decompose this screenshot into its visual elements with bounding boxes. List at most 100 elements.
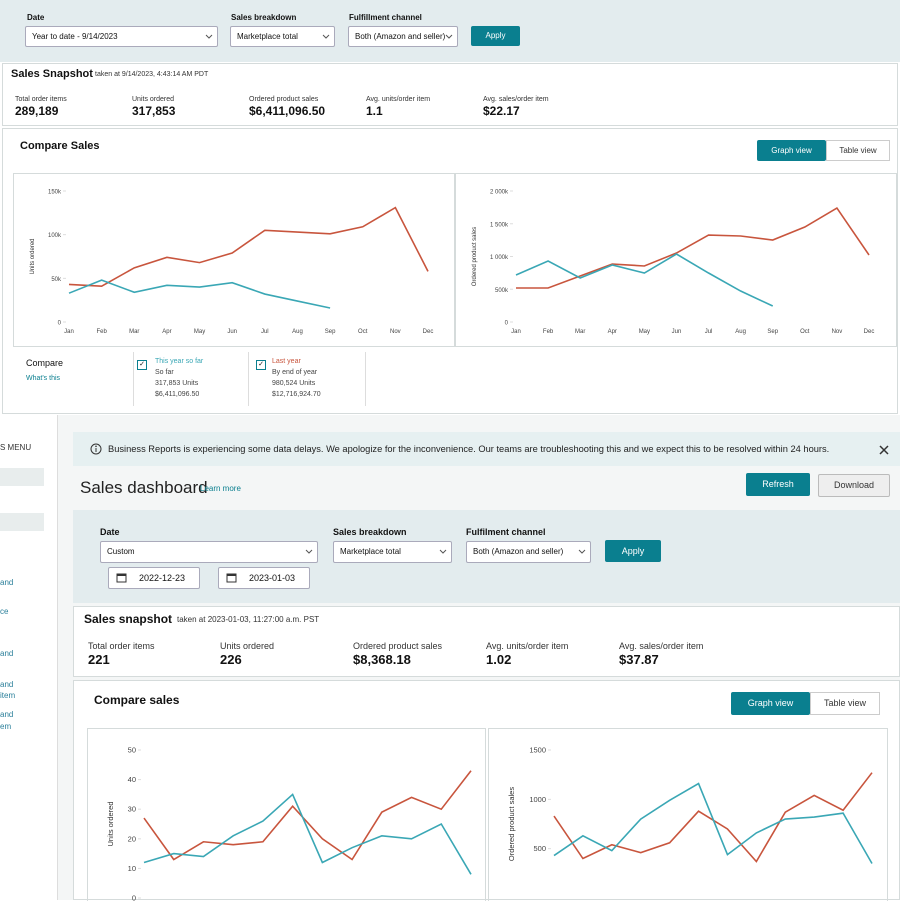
sidebar-menu: S MENU (0, 443, 31, 452)
breakdown-select[interactable]: Marketplace total (333, 541, 452, 563)
compare-title: Compare sales (94, 693, 179, 707)
graph-view-button[interactable]: Graph view (731, 692, 810, 715)
channel-select[interactable]: Both (Amazon and seller) (348, 26, 458, 47)
legend-sub: So far (155, 369, 174, 376)
x-tick-label: Jan (511, 329, 521, 335)
x-tick-label: Apr (608, 329, 617, 335)
series-line (516, 208, 869, 288)
y-tick-label: 100k (48, 233, 62, 239)
y-tick-label: 20 (128, 834, 136, 843)
legend-title: This year so far (155, 358, 203, 365)
metric-label: Avg. units/order item (366, 96, 430, 103)
metric-label: Avg. sales/order item (619, 641, 703, 651)
sidebar-item: and (0, 680, 13, 689)
page-title: Sales dashboard (80, 478, 208, 498)
label: Fulfilment channel (466, 527, 546, 537)
refresh-button[interactable]: Refresh (746, 473, 810, 496)
checkbox[interactable]: ✓ (256, 360, 266, 370)
date-select[interactable]: Year to date - 9/14/2023 (25, 26, 218, 47)
divider (248, 352, 249, 406)
y-tick-label: 1 000k (490, 255, 509, 261)
table-view-button[interactable]: Table view (810, 692, 880, 715)
apply-button[interactable]: Apply (605, 540, 661, 562)
metric-value: $8,368.18 (353, 652, 411, 667)
snapshot-time: taken at 2023-01-03, 11:27:00 a.m. PST (177, 615, 319, 624)
metric-label: Units ordered (132, 96, 174, 103)
x-tick-label: Mar (575, 329, 585, 335)
sidebar-item: item (0, 691, 15, 700)
table-view-button[interactable]: Table view (826, 140, 890, 161)
close-icon[interactable] (879, 445, 889, 455)
sidebar-highlight (0, 468, 44, 486)
chevron (439, 549, 447, 555)
metric-value: 317,853 (132, 104, 175, 118)
metric-value: $6,411,096.50 (249, 104, 325, 118)
breakdown-select[interactable]: Marketplace total (230, 26, 335, 47)
y-axis-label: Ordered product sales (472, 227, 478, 286)
download-button[interactable]: Download (818, 474, 890, 497)
snapshot-time: taken at 9/14/2023, 4:43:14 AM PDT (95, 71, 208, 78)
chevron (578, 549, 586, 555)
whats-this-link[interactable]: What's this (26, 375, 60, 382)
snapshot-title: Sales Snapshot (11, 68, 93, 80)
legend-sales: $12,716,924.70 (272, 391, 321, 398)
channel-select[interactable]: Both (Amazon and seller) (466, 541, 591, 563)
y-tick-label: 2 000k (490, 190, 509, 196)
legend-units: 980,524 Units (272, 380, 315, 387)
metric-value: 289,189 (15, 104, 58, 118)
metric-label: Ordered product sales (249, 96, 318, 103)
y-tick-label: 1 500k (490, 222, 509, 228)
sidebar-item: em (0, 722, 11, 731)
x-tick-label: Dec (864, 329, 875, 335)
series-line (69, 280, 330, 308)
y-tick-label: 150k (48, 190, 62, 196)
series-line (554, 784, 872, 864)
x-tick-label: Nov (832, 329, 843, 335)
x-tick-label: Jul (261, 329, 269, 335)
learn-more-link[interactable]: Learn more (200, 484, 241, 493)
checkbox[interactable]: ✓ (137, 360, 147, 370)
y-axis-label: Units ordered (106, 801, 115, 846)
label: Fulfillment channel (349, 13, 422, 22)
y-tick-label: 1500 (529, 746, 546, 755)
y-tick-label: 0 (58, 321, 62, 327)
calendar-icon (226, 572, 237, 583)
y-tick-label: 50k (51, 277, 62, 283)
legend-title: Last year (272, 358, 301, 365)
label: Sales breakdown (231, 13, 296, 22)
legend-sales: $6,411,096.50 (155, 391, 199, 398)
apply-button[interactable]: Apply (471, 26, 520, 46)
metric-label: Total order items (15, 96, 67, 103)
metric-label: Avg. units/order item (486, 641, 568, 651)
metric-label: Units ordered (220, 641, 274, 651)
series-line (144, 794, 471, 874)
compare-title: Compare Sales (20, 140, 99, 152)
y-tick-label: 50 (128, 746, 136, 755)
x-tick-label: Oct (358, 329, 368, 335)
series-line (516, 254, 773, 306)
legend-units: 317,853 Units (155, 380, 198, 387)
banner-text: Business Reports is experiencing some da… (108, 444, 829, 454)
sidebar-item: ce (0, 607, 8, 616)
metric-value: $37.87 (619, 652, 659, 667)
x-tick-label: Sep (767, 329, 778, 335)
sidebar-item: and (0, 649, 13, 658)
x-tick-label: Sep (325, 329, 336, 335)
x-tick-label: May (194, 329, 205, 335)
x-tick-label: Nov (390, 329, 401, 335)
calendar-icon (116, 572, 127, 583)
chevron (205, 34, 213, 40)
metric-label: Avg. sales/order item (483, 96, 549, 103)
x-tick-label: Jul (705, 329, 713, 335)
label: Sales breakdown (333, 527, 407, 537)
metric-label: Total order items (88, 641, 155, 651)
date-select[interactable]: Custom (100, 541, 318, 563)
x-tick-label: Mar (129, 329, 139, 335)
legend-sub: By end of year (272, 369, 317, 376)
graph-view-button[interactable]: Graph view (757, 140, 826, 161)
x-tick-label: May (639, 329, 650, 335)
